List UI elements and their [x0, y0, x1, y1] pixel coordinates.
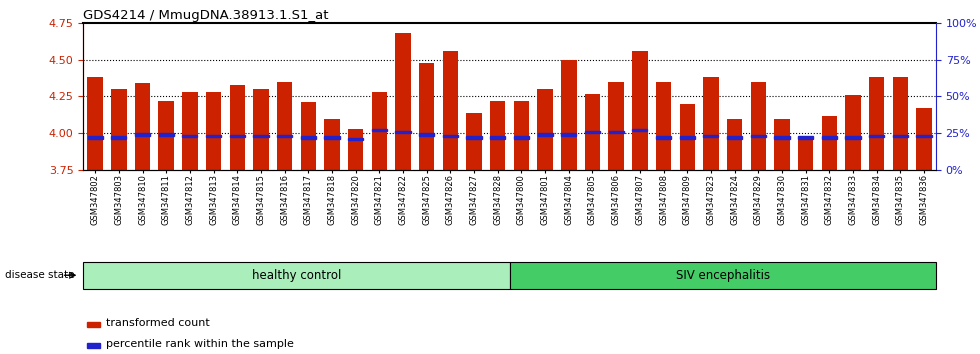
Bar [348, 138, 364, 140]
Bar [419, 133, 434, 136]
Bar [87, 321, 101, 327]
Bar [87, 78, 103, 170]
Text: GDS4214 / MmugDNA.38913.1.S1_at: GDS4214 / MmugDNA.38913.1.S1_at [83, 9, 329, 22]
Text: percentile rank within the sample: percentile rank within the sample [106, 339, 293, 349]
Bar [774, 119, 790, 170]
Bar [111, 89, 126, 170]
Bar [510, 262, 936, 289]
Bar [514, 136, 529, 139]
Bar [206, 135, 221, 137]
Bar [704, 78, 718, 170]
Bar [324, 136, 339, 139]
Bar [159, 133, 173, 136]
Bar [83, 262, 510, 289]
Bar [229, 135, 245, 137]
Bar [490, 101, 506, 170]
Bar [277, 135, 292, 137]
Bar [821, 115, 837, 170]
Bar [396, 131, 411, 133]
Bar [135, 133, 150, 136]
Bar [679, 104, 695, 170]
Text: disease state: disease state [5, 270, 74, 280]
Bar [395, 33, 411, 170]
Bar [916, 108, 932, 170]
Bar [277, 82, 292, 170]
Text: SIV encephalitis: SIV encephalitis [675, 269, 770, 282]
Bar [846, 95, 860, 170]
Bar [159, 101, 173, 170]
Bar [680, 136, 695, 139]
Bar [135, 83, 150, 170]
Bar [419, 63, 434, 170]
Text: healthy control: healthy control [252, 269, 341, 282]
Bar [229, 85, 245, 170]
Bar [751, 135, 765, 137]
Bar [727, 136, 742, 139]
Bar [562, 133, 576, 136]
Bar [751, 82, 766, 170]
Bar [87, 136, 103, 139]
Bar [893, 78, 908, 170]
Bar [846, 136, 860, 139]
Bar [538, 133, 553, 136]
Bar [324, 119, 340, 170]
Bar [656, 136, 671, 139]
Bar [822, 136, 837, 139]
Bar [869, 135, 884, 137]
Bar [182, 92, 198, 170]
Bar [609, 131, 623, 133]
Bar [371, 129, 387, 131]
Bar [182, 135, 197, 137]
Bar [562, 60, 576, 170]
Bar [443, 51, 458, 170]
Bar [466, 113, 482, 170]
Text: transformed count: transformed count [106, 318, 210, 328]
Bar [774, 136, 790, 139]
Bar [514, 101, 529, 170]
Bar [609, 82, 624, 170]
Bar [585, 131, 600, 133]
Bar [632, 129, 648, 131]
Bar [490, 136, 506, 139]
Bar [254, 135, 269, 137]
Bar [253, 89, 269, 170]
Bar [916, 135, 932, 137]
Bar [632, 51, 648, 170]
Bar [537, 89, 553, 170]
Bar [585, 93, 600, 170]
Bar [727, 119, 742, 170]
Bar [443, 135, 458, 137]
Bar [798, 139, 813, 170]
Bar [301, 102, 316, 170]
Bar [466, 136, 481, 139]
Bar [301, 136, 316, 139]
Bar [87, 343, 101, 348]
Bar [893, 135, 907, 137]
Bar [656, 82, 671, 170]
Bar [112, 136, 126, 139]
Bar [371, 92, 387, 170]
Bar [206, 92, 221, 170]
Bar [798, 136, 813, 139]
Bar [704, 135, 718, 137]
Bar [869, 78, 884, 170]
Bar [348, 129, 364, 170]
